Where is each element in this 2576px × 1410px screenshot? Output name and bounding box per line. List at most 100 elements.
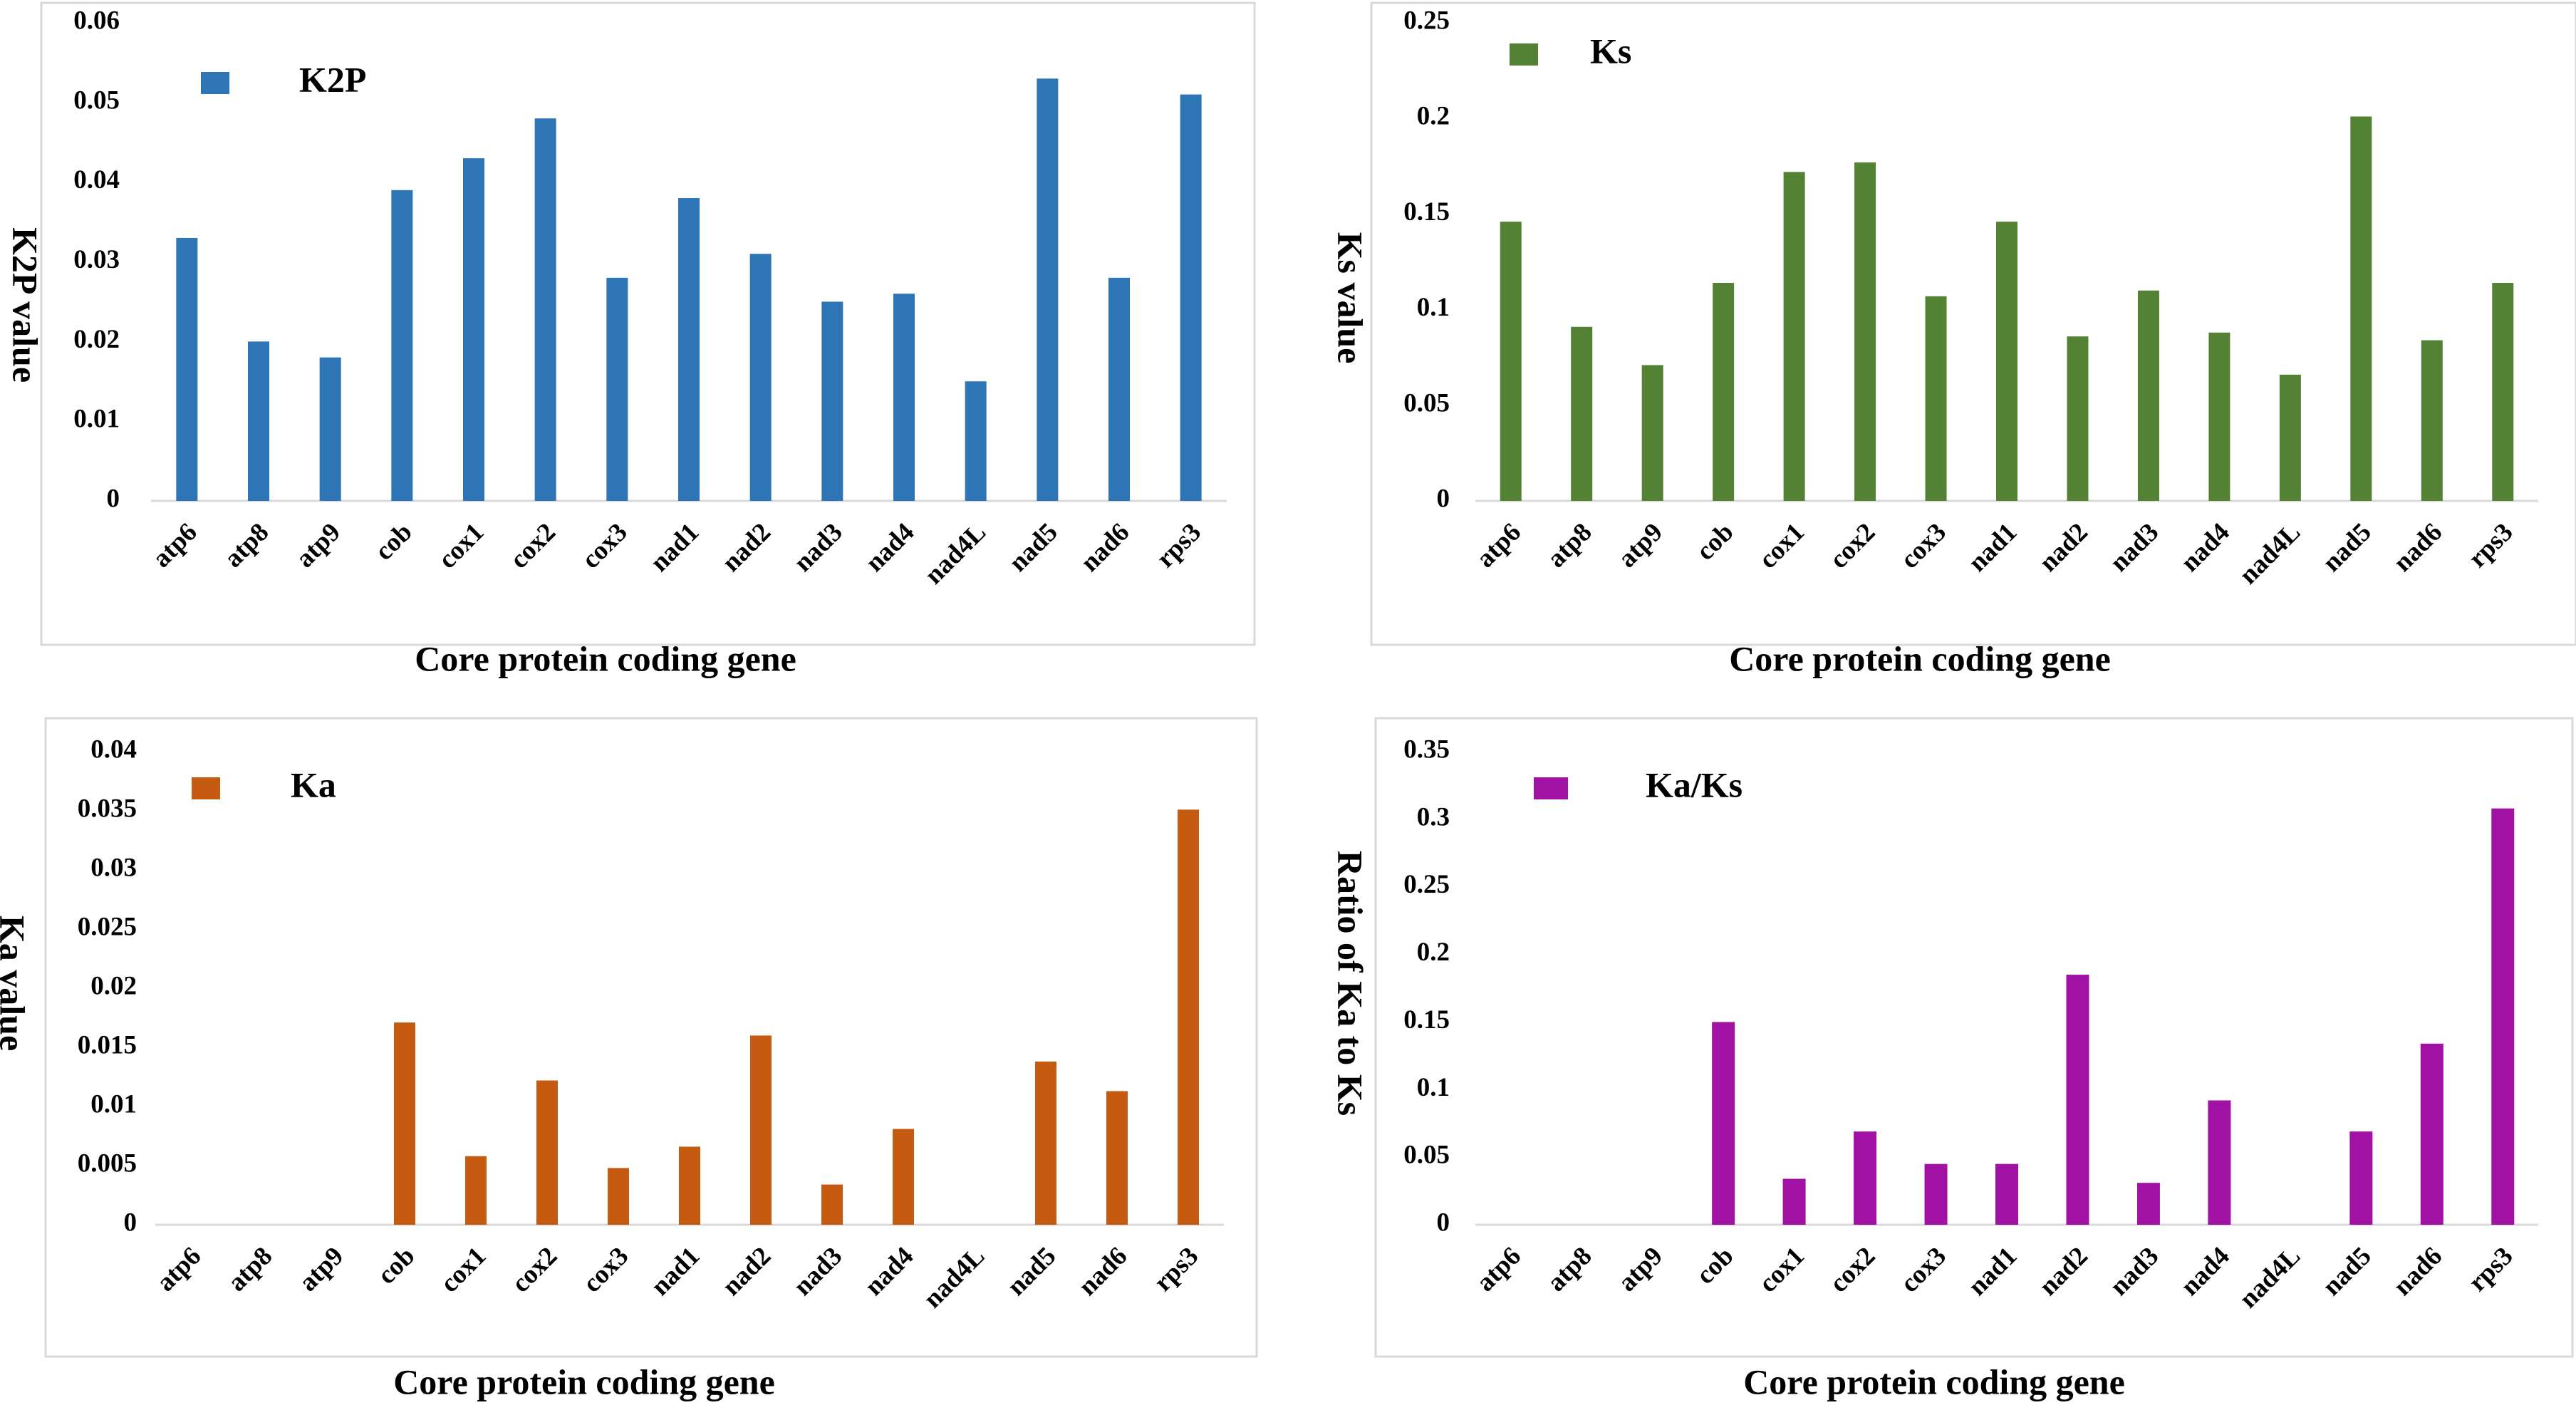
- bar-nad1: [1995, 1163, 2018, 1225]
- y-axis-title: Ks value: [1331, 232, 1371, 364]
- y-tick-label: 0.02: [73, 325, 120, 354]
- y-tick-label: 0.05: [1403, 388, 1450, 418]
- chart-frame: [1374, 717, 2574, 1358]
- y-tick-label: 0.03: [90, 853, 137, 882]
- y-axis-ticks: 0 0.01 0.02 0.03 0.04 0.05 0.06: [73, 6, 120, 513]
- y-tick-label: 0: [1437, 1208, 1450, 1237]
- bar-nad1: [1996, 222, 2017, 501]
- bar-cob: [394, 1022, 415, 1225]
- bar-nad3: [821, 301, 843, 501]
- y-tick-label: 0.04: [73, 165, 120, 195]
- legend-label: K2P: [299, 59, 366, 99]
- x-axis-title: Core protein coding gene: [1729, 638, 2111, 678]
- bar-rps3: [2491, 808, 2515, 1225]
- bar-cox2: [1854, 1131, 1877, 1225]
- y-tick-label: 0.2: [1417, 938, 1450, 967]
- legend-swatch: [192, 777, 220, 799]
- bar-nad4: [893, 1129, 914, 1225]
- bar-nad2: [749, 254, 772, 501]
- legend-label: Ka: [291, 764, 336, 804]
- x-axis-title: Core protein coding gene: [415, 638, 796, 678]
- bar-cox1: [1783, 172, 1805, 502]
- bar-nad2: [2066, 975, 2089, 1225]
- bar-cox3: [1925, 296, 1947, 501]
- k2p-chart-panel: 00.010.020.030.040.050.06 atp6 atp8 atp9 co…: [6, 1, 1256, 678]
- bar-nad2: [750, 1035, 772, 1225]
- bar-nad1: [678, 198, 700, 501]
- bar-nad6: [1106, 1091, 1128, 1225]
- bar-nad4: [2208, 332, 2230, 501]
- y-tick-label: 0: [1437, 484, 1450, 513]
- y-axis-ticks: 0 0.005 0.01 0.015 0.02 0.025 0.03 0.035 0.04: [78, 735, 137, 1237]
- bar-cox1: [463, 158, 484, 501]
- y-tick-label: 0.04: [90, 735, 137, 764]
- y-tick-label: 0: [107, 484, 120, 513]
- y-tick-label: 0.05: [1403, 1141, 1450, 1170]
- y-axis-title: K2P value: [6, 227, 46, 383]
- bar-nad5: [1037, 78, 1059, 502]
- bar-nad6: [2421, 340, 2443, 501]
- y-tick-label: 0: [124, 1208, 137, 1237]
- y-tick-label: 0.01: [90, 1089, 137, 1119]
- bar-nad1: [679, 1146, 700, 1225]
- bar-rps3: [1178, 809, 1199, 1225]
- ks-chart-panel: 00.050.10.150.20.25 atp6 atp8 atp9 cob cox1 c…: [1331, 1, 2576, 678]
- bar-series: [176, 78, 1202, 502]
- y-axis-ticks: 0 0.05 0.1 0.15 0.2 0.25 0.3 0.35: [1403, 735, 1450, 1237]
- bar-cox2: [534, 118, 556, 501]
- bar-nad3: [2137, 290, 2159, 501]
- bar-atp8: [248, 341, 269, 501]
- bar-nad6: [2420, 1043, 2443, 1225]
- bar-atp9: [319, 357, 341, 501]
- bar-nad4: [2208, 1100, 2231, 1225]
- bar-cox3: [1924, 1163, 1948, 1225]
- bar-series: [394, 809, 1199, 1225]
- y-tick-label: 0.25: [1403, 6, 1450, 35]
- chart-frame: [44, 717, 1258, 1358]
- bar-atp9: [1641, 365, 1663, 501]
- y-tick-label: 0.035: [78, 794, 137, 823]
- bar-series: [1500, 116, 2514, 502]
- bar-cox3: [608, 1168, 629, 1225]
- bar-nad5: [2349, 1131, 2373, 1225]
- bar-nad5: [1035, 1061, 1056, 1225]
- bar-cox2: [1854, 162, 1876, 501]
- bar-atp8: [1571, 326, 1593, 501]
- y-tick-label: 0.15: [1403, 1005, 1450, 1035]
- bar-cob: [1712, 1022, 1735, 1225]
- y-tick-label: 0.02: [90, 971, 137, 1000]
- bar-nad4L: [2279, 374, 2301, 501]
- bar-nad3: [2136, 1183, 2160, 1225]
- bar-cox1: [465, 1156, 487, 1225]
- y-tick-label: 0.01: [73, 405, 120, 434]
- y-tick-label: 0.3: [1417, 802, 1450, 831]
- y-tick-label: 0.2: [1417, 102, 1450, 131]
- bar-cox2: [536, 1080, 558, 1225]
- legend-swatch: [201, 72, 229, 94]
- chart-frame: [1370, 1, 2576, 646]
- bar-atp6: [176, 237, 198, 501]
- y-tick-label: 0.03: [73, 245, 120, 274]
- bar-cox3: [606, 277, 628, 501]
- bar-nad4: [893, 294, 915, 501]
- y-tick-label: 0.005: [78, 1149, 137, 1178]
- y-tick-label: 0.015: [78, 1030, 137, 1059]
- y-tick-label: 0.05: [73, 85, 120, 115]
- bar-rps3: [2492, 283, 2514, 501]
- bar-cob: [1713, 283, 1735, 501]
- bar-series: [1712, 808, 2515, 1225]
- bar-nad5: [2350, 116, 2372, 502]
- y-tick-label: 0.1: [1417, 1073, 1450, 1102]
- bar-nad3: [821, 1184, 843, 1225]
- y-tick-label: 0.1: [1417, 293, 1450, 322]
- bar-atp6: [1500, 222, 1522, 501]
- legend-swatch: [1510, 43, 1538, 66]
- legend-label: Ka/Ks: [1646, 764, 1743, 804]
- bar-cox1: [1782, 1178, 1806, 1225]
- bar-nad6: [1108, 277, 1130, 501]
- ka-ks-chart-panel: 00.050.10.150.20.250.30.35 atp6 atp8 atp9 c…: [1331, 717, 2574, 1401]
- y-tick-label: 0.06: [73, 6, 120, 35]
- legend-swatch: [1534, 777, 1568, 799]
